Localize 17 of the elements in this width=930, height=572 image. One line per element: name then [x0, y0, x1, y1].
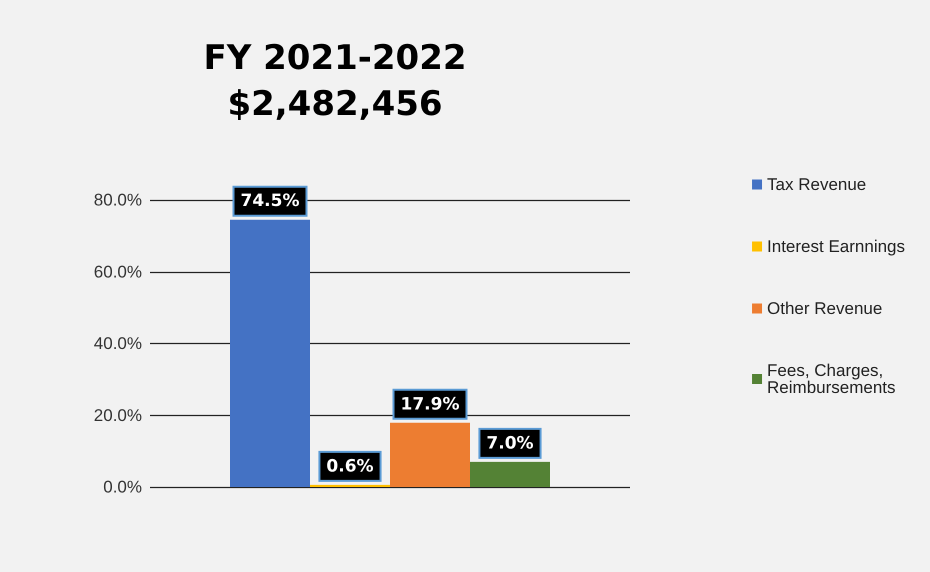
legend-label: Other Revenue [767, 299, 882, 318]
legend-label: Fees, Charges, Reimbursements [767, 361, 896, 397]
data-label: 17.9% [400, 394, 460, 414]
y-tick-label: 80.0% [94, 190, 142, 210]
legend-label: Tax Revenue [767, 175, 866, 194]
bar [470, 462, 550, 487]
y-tick-label: 20.0% [94, 406, 142, 425]
y-tick-label: 0.0% [103, 478, 142, 496]
chart-title: FY 2021-2022 $2,482,456 [203, 38, 467, 124]
y-tick-label: 60.0% [94, 262, 142, 282]
bar [230, 220, 310, 487]
data-label: 7.0% [486, 433, 534, 454]
data-label: 74.5% [240, 191, 300, 212]
legend-label: Interest Earnnings [767, 237, 905, 256]
bar [390, 422, 470, 487]
y-tick-label: 40.0% [94, 334, 142, 353]
data-label: 0.6% [326, 456, 374, 476]
